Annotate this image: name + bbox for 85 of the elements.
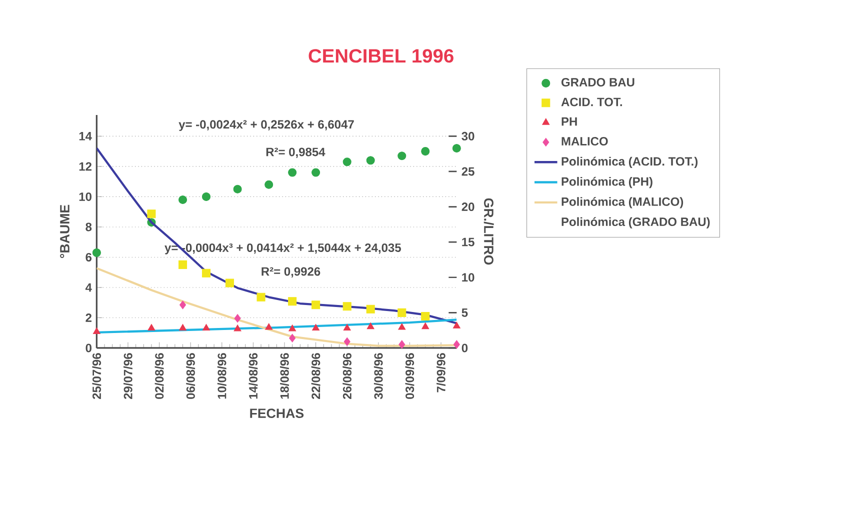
point [179,324,186,330]
text: Polinómica (GRADO BAU) [562,217,710,228]
y-axis-title: °BAUME [60,204,70,258]
point [452,322,460,328]
point [234,324,242,332]
point [366,322,374,330]
point [179,300,186,310]
y-tick-label: 0 [86,344,92,352]
x-tick-label: 29/07/96 [124,353,132,399]
point [288,297,297,306]
legend-label: PH [562,117,577,126]
y-tick-label: 12 [79,162,92,171]
y-tick-label: 2 [86,314,92,322]
point [453,340,460,349]
annotation: R²= 0,9854 [266,148,326,158]
x-tick-label: 06/08/96 [186,353,196,399]
point [366,304,375,314]
annotation: y= -0,0024x² + 0,2526x + 6,6047 [178,120,354,132]
point [148,324,156,330]
point [202,192,211,201]
x-tick-label: 25/07/96 [92,353,102,399]
x-tick-label: 22/08/96 [311,353,320,399]
y-tick-label: 6 [86,252,92,262]
point [202,324,210,330]
y-tick-label: 4 [85,283,92,292]
point [344,337,350,346]
y2-tick-label: 20 [462,202,474,212]
annotation: y= -0,0004x³ + 0,0414x² + 1,5044x + 24,035 [164,243,401,254]
point [234,314,241,323]
annotation: R²= 0,9926 [262,267,320,278]
x-tick-label: 03/09/96 [405,353,414,399]
chart-title: CENCIBEL 1996 [308,49,454,63]
point [92,327,100,334]
point [421,312,430,320]
y2-tick-label: 5 [462,308,468,317]
point [398,308,406,317]
y2-axis-title: GR./LITRO [484,198,494,265]
legend-label: Polinómica (PH) [562,176,652,188]
y2-tick-label: 25 [462,167,474,176]
point [289,334,296,342]
point [312,300,320,310]
y-tick-label: 10 [79,192,92,201]
point [147,210,156,218]
point [92,248,101,257]
y2-tick-label: 15 [462,238,474,246]
legend-label: Polinómica (ACID. TOT.) [562,156,698,168]
point [421,147,430,156]
x-tick-label: 7/09/96 [436,353,446,392]
y2-tick-label: 0 [462,344,468,352]
point [178,260,188,269]
point [398,152,406,160]
point [288,168,297,177]
x-tick-label: 30/08/96 [374,353,383,400]
x-tick-label: 10/08/96 [217,353,226,399]
point [265,323,273,330]
x-axis-title: FECHAS [250,408,304,418]
y-tick-label: 14 [79,132,92,140]
x-tick-label: 18/08/96 [280,353,289,399]
y2-tick-label: 10 [462,273,474,282]
x-tick-label: 02/08/96 [154,353,164,399]
legend-label: ACID. TOT. [561,98,622,106]
y-tick-label: 8 [86,222,92,232]
point [178,195,188,204]
point [202,268,211,278]
x-tick-label: 26/08/96 [342,353,352,399]
legend-label: GRADO BAU [561,78,634,87]
point [288,324,296,332]
point [312,324,320,330]
point [398,323,406,330]
point [264,180,274,189]
legend-label: Polinómica (MALICO) [562,196,684,208]
point [343,324,351,330]
x-tick-label: 14/08/96 [248,353,258,399]
point [225,278,234,288]
point [422,322,430,330]
point [398,340,406,349]
point [452,144,461,153]
point [366,156,375,165]
point [342,158,352,166]
point [342,302,352,311]
y2-tick-label: 30 [462,132,474,140]
point [312,168,320,177]
point [233,184,242,194]
legend-label: MALICO [562,137,608,146]
point [256,292,266,302]
